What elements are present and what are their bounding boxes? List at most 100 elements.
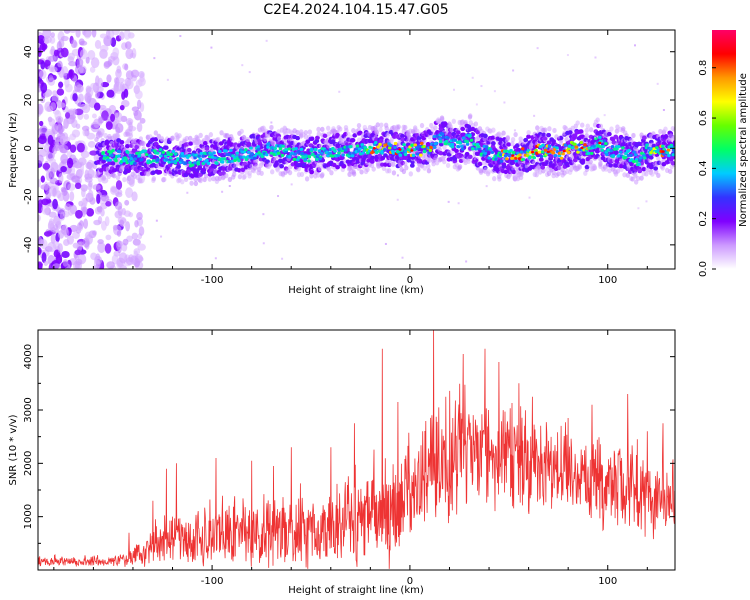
scatter-speck	[228, 185, 231, 188]
band-core	[481, 149, 486, 153]
band-halo	[287, 170, 293, 176]
band-core	[622, 156, 627, 160]
noise-speck	[75, 209, 83, 219]
band-halo	[419, 122, 425, 129]
scatter-speck	[248, 71, 251, 74]
band-core	[438, 137, 442, 141]
band-core	[215, 161, 219, 165]
noise-speck	[82, 237, 90, 248]
band-core	[230, 159, 235, 163]
scatter-speck	[513, 129, 516, 132]
band-halo	[663, 126, 668, 132]
scatter-speck	[471, 76, 474, 79]
scatter-speck	[214, 257, 217, 260]
band-core	[413, 143, 418, 147]
noise-speck	[86, 132, 96, 140]
band-cell	[455, 130, 461, 135]
band-core	[589, 151, 594, 156]
band-core	[642, 156, 647, 160]
band-halo	[644, 171, 649, 177]
band-core	[626, 153, 631, 158]
band-halo	[656, 156, 661, 162]
noise-speck	[99, 44, 109, 52]
band-halo	[180, 179, 185, 185]
x-tick-label: 100	[598, 576, 617, 587]
noise-speck	[68, 61, 77, 67]
y-tick-label: 4000	[23, 344, 34, 369]
band-cell	[370, 155, 376, 161]
noise-speck	[111, 30, 120, 36]
band-core	[176, 157, 180, 161]
band-core	[402, 143, 406, 147]
noise-speck	[62, 259, 69, 267]
noise-speck	[70, 39, 77, 49]
band-core	[618, 150, 623, 154]
noise-speck	[116, 240, 123, 248]
band-halo	[447, 122, 453, 128]
noise-speck	[93, 102, 101, 111]
band-halo	[660, 165, 665, 171]
band-core	[520, 147, 525, 151]
colorbar-tick-label: 0.8	[698, 60, 709, 76]
band-core	[237, 159, 241, 163]
band-cell	[572, 133, 578, 138]
band-cell	[186, 147, 192, 153]
band-core	[316, 153, 321, 157]
noise-speck	[57, 243, 63, 254]
band-halo	[603, 166, 609, 172]
band-core	[307, 154, 311, 158]
band-cell	[400, 133, 405, 139]
band-halo	[201, 146, 206, 152]
band-cell	[380, 156, 386, 161]
noise-speck	[40, 175, 45, 183]
band-core	[180, 152, 185, 156]
band-core	[374, 140, 378, 145]
band-core	[273, 150, 277, 154]
band-core	[264, 153, 269, 157]
band-cell	[341, 164, 347, 169]
band-core	[419, 153, 423, 157]
band-core	[398, 153, 403, 157]
band-core	[212, 151, 216, 155]
band-halo	[269, 124, 274, 131]
band-core	[224, 149, 228, 153]
band-halo	[215, 136, 221, 143]
noise-speck	[67, 52, 76, 61]
scatter-speck	[221, 190, 224, 193]
band-core	[411, 153, 416, 157]
noise-speck	[84, 169, 89, 180]
scatter-speck	[480, 85, 483, 88]
noise-speck	[79, 168, 85, 176]
band-cell	[464, 151, 470, 157]
band-cell	[378, 138, 384, 144]
noise-speck	[104, 216, 110, 227]
band-halo	[203, 173, 209, 179]
band-halo	[211, 176, 216, 182]
band-core	[521, 157, 526, 162]
scatter-speck	[533, 114, 536, 117]
band-core	[519, 150, 524, 154]
noise-speck	[74, 261, 82, 269]
scatter-speck	[396, 198, 399, 201]
band-core	[632, 150, 636, 154]
noise-speck	[78, 38, 85, 46]
noise-speck	[87, 182, 93, 191]
scatter-speck	[155, 219, 158, 222]
band-core	[348, 151, 352, 155]
noise-speck	[68, 69, 73, 78]
band-core	[450, 145, 455, 149]
band-halo	[639, 175, 644, 181]
band-halo	[463, 119, 468, 126]
band-core	[446, 136, 450, 140]
band-halo	[485, 171, 491, 177]
noise-speck	[54, 139, 60, 147]
band-core	[317, 149, 322, 153]
band-core	[467, 134, 472, 138]
band-cell	[670, 161, 675, 166]
band-cell	[163, 145, 169, 150]
noise-speck	[42, 162, 51, 170]
noise-speck	[116, 77, 125, 83]
noise-speck	[123, 210, 131, 217]
band-core	[319, 151, 324, 155]
noise-speck	[83, 113, 90, 120]
